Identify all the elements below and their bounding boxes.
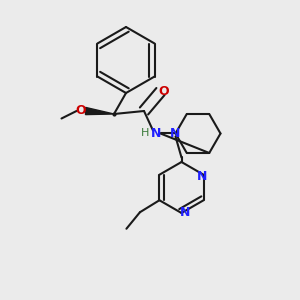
Text: N: N xyxy=(180,206,190,220)
Text: N: N xyxy=(151,127,161,140)
Text: N: N xyxy=(197,170,207,183)
Text: O: O xyxy=(76,104,86,118)
Text: N: N xyxy=(170,127,181,140)
Polygon shape xyxy=(85,107,114,115)
Text: O: O xyxy=(159,85,170,98)
Text: H: H xyxy=(141,128,150,139)
